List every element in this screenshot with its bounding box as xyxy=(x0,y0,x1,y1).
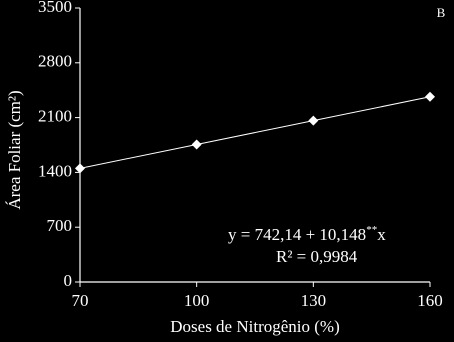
equation-var: x xyxy=(377,225,386,244)
data-point xyxy=(308,115,319,126)
trend-line xyxy=(79,96,431,169)
x-tick-label: 160 xyxy=(417,291,443,310)
y-tick-label: 2800 xyxy=(38,52,72,71)
y-tick-label: 700 xyxy=(47,216,73,235)
equation-text: y = 742,14 + 10,148 xyxy=(228,225,366,244)
y-tick-label: 2100 xyxy=(38,107,72,126)
data-point xyxy=(75,163,85,174)
data-point xyxy=(425,91,435,102)
panel-label: B xyxy=(437,5,446,20)
x-tick-label: 130 xyxy=(301,291,327,310)
equation: y = 742,14 + 10,148**x xyxy=(228,224,386,244)
r-squared: R² = 0,9984 xyxy=(276,247,358,266)
x-axis-label: Doses de Nitrogênio (%) xyxy=(170,317,340,336)
equation-sup: ** xyxy=(366,224,377,236)
y-tick-label: 3500 xyxy=(38,0,72,16)
x-tick-label: 100 xyxy=(184,291,210,310)
data-point xyxy=(191,139,202,150)
y-tick-label: 0 xyxy=(64,271,73,290)
y-axis-label: Área Foliar (cm²) xyxy=(5,90,24,209)
y-tick-label: 1400 xyxy=(38,161,72,180)
x-tick-label: 70 xyxy=(72,291,89,310)
